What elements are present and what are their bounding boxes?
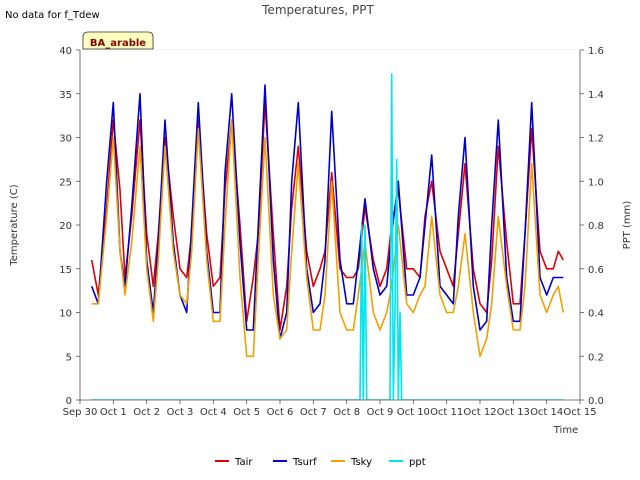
x-tick-label: Oct 9: [367, 407, 394, 418]
y-right-tick-label: 0.4: [588, 309, 604, 320]
x-tick-label: Oct 13: [497, 407, 530, 418]
axes: 0 5 10 15 20 25 30 35 40 0.0 0.2 0.4 0.6 0.8 1.0 1.2 1.4…: [59, 46, 604, 418]
x-tick-label: Oct 6: [267, 407, 294, 418]
series-layer: [90, 73, 565, 400]
x-tick-label: Oct 10: [397, 407, 430, 418]
no-data-note: No data for f_Tdew: [5, 10, 100, 21]
y-tick-label: 15: [59, 265, 72, 276]
y-axis-right-title: PPT (mm): [622, 201, 633, 250]
y-right-tick-label: 1.2: [588, 134, 604, 145]
y-tick-label: 0: [66, 396, 72, 407]
legend: Tair Tsurf Tsky ppt: [215, 457, 426, 468]
x-tick-label: Oct 5: [233, 407, 260, 418]
x-tick-label: Oct 11: [430, 407, 463, 418]
y-tick-label: 30: [59, 134, 72, 145]
series-line-tsurf: [90, 84, 564, 340]
series-line-ppt: [91, 73, 564, 400]
y-right-tick-label: 1.6: [588, 46, 604, 57]
y-right-tick-label: 0.6: [588, 265, 604, 276]
x-tick-label: Oct 15: [563, 407, 596, 418]
chart-title: Temperatures, PPT: [261, 3, 374, 17]
y-right-tick-label: 0.8: [588, 221, 604, 232]
legend-label-ppt: ppt: [409, 457, 426, 468]
y-tick-label: 35: [59, 90, 72, 101]
x-tick-label: Oct 1: [100, 407, 127, 418]
legend-label-tair: Tair: [234, 457, 253, 468]
y-axis-title: Temperature (C): [9, 184, 20, 266]
series-line-tsky: [91, 119, 565, 358]
x-tick-label: Oct 8: [333, 407, 360, 418]
x-tick-label: Oct 4: [200, 407, 227, 418]
y-tick-label: 10: [59, 309, 72, 320]
x-tick-label: Oct 7: [300, 407, 327, 418]
plot-area: [80, 50, 580, 400]
x-tick-label: Sep 30: [63, 407, 98, 418]
y-tick-label: 20: [59, 221, 72, 232]
y-tick-label: 25: [59, 177, 72, 188]
legend-label-tsurf: Tsurf: [292, 457, 317, 468]
y-right-tick-label: 1.0: [588, 177, 604, 188]
legend-label-tsky: Tsky: [350, 457, 372, 468]
y-right-tick-label: 0.0: [588, 396, 604, 407]
x-tick-label: Oct 2: [133, 407, 160, 418]
x-axis-title: Time: [553, 425, 578, 436]
y-right-tick-label: 0.2: [588, 352, 604, 363]
y-right-tick-label: 1.4: [588, 90, 604, 101]
plot-background: [80, 50, 580, 400]
x-tick-label: Oct 12: [463, 407, 496, 418]
y-tick-label: 40: [59, 46, 72, 57]
x-tick-label: Oct 3: [167, 407, 194, 418]
badge-label: BA_arable: [90, 38, 146, 49]
x-tick-label: Oct 14: [530, 407, 563, 418]
y-tick-label: 5: [66, 352, 72, 363]
badge: BA_arable: [82, 31, 154, 50]
